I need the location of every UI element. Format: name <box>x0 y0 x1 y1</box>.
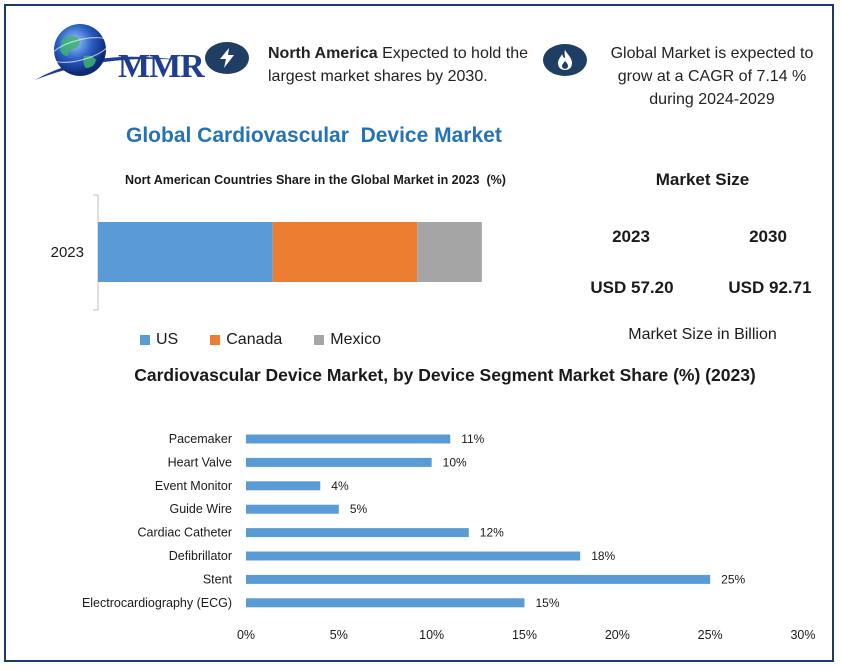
segment-bar-chart: Pacemaker 11% Heart Valve 10% Event Monitor 4… <box>82 432 816 642</box>
segment-bar <box>246 574 711 584</box>
segment-tick-label: 10% <box>419 628 444 642</box>
segment-tick-label: 5% <box>330 628 348 642</box>
highlight-text: Expected to hold the largest market shar… <box>268 45 528 85</box>
highlight-north-america: North America Expected to hold the large… <box>268 42 538 88</box>
highlight-cagr: Global Market is expected to grow at a C… <box>610 45 814 108</box>
stacked-category-label: 2023 <box>51 244 84 261</box>
stacked-bar-mexico <box>417 222 482 282</box>
market-size-unit: Market Size in Billion <box>628 326 777 343</box>
segment-bar <box>246 598 525 608</box>
segment-bar <box>246 504 339 514</box>
highlight-lightning-badge <box>205 42 249 74</box>
stacked-chart-legend: US Canada Mexico <box>140 331 381 349</box>
segment-data-label: 10% <box>443 455 467 469</box>
segment-tick-label: 0% <box>237 628 255 642</box>
segment-data-label: 5% <box>350 502 368 516</box>
segment-category-label: Defibrillator <box>169 549 232 563</box>
stacked-bar-us <box>98 222 273 282</box>
segment-bar <box>246 481 321 491</box>
segment-data-label: 25% <box>721 572 745 586</box>
segment-tick-label: 25% <box>698 628 723 642</box>
mmr-logo: MMR <box>30 18 205 90</box>
segment-category-label: Cardiac Catheter <box>138 526 233 540</box>
segment-category-label: Pacemaker <box>169 432 232 446</box>
legend-label-mexico: Mexico <box>330 331 381 348</box>
segment-data-label: 4% <box>331 479 349 493</box>
stacked-bar-chart: 2023 <box>51 194 482 311</box>
market-size-year-2030: 2030 <box>749 227 787 246</box>
segment-data-label: 15% <box>536 596 560 610</box>
lightning-icon <box>220 48 234 68</box>
highlight-bold: North America <box>268 45 378 62</box>
legend-label-canada: Canada <box>226 331 283 348</box>
segment-chart-title: Cardiovascular Device Market, by Device … <box>134 365 756 385</box>
main-title: Global Cardiovascular Device Market <box>126 124 502 147</box>
segment-category-label: Guide Wire <box>169 502 232 516</box>
flame-icon <box>558 50 572 70</box>
segment-category-label: Heart Valve <box>168 455 232 469</box>
segment-bar <box>246 457 432 467</box>
legend-label-us: US <box>156 331 179 348</box>
segment-category-label: Event Monitor <box>155 479 232 493</box>
stacked-bar-canada <box>272 222 418 282</box>
highlight-flame-badge <box>543 44 587 76</box>
segment-bar <box>246 551 581 561</box>
legend-swatch-canada <box>210 335 221 345</box>
segment-data-label: 12% <box>480 526 504 540</box>
legend-item-mexico: Mexico <box>314 331 381 349</box>
segment-bar <box>246 434 451 444</box>
globe-icon <box>35 24 180 80</box>
market-size-value-2023: USD 57.20 <box>590 278 674 297</box>
segment-bar <box>246 528 469 538</box>
market-size-year-2023: 2023 <box>612 227 650 246</box>
segment-tick-label: 20% <box>605 628 630 642</box>
legend-item-canada: Canada <box>210 331 282 349</box>
stacked-chart-title: Nort American Countries Share in the Glo… <box>125 173 506 187</box>
legend-item-us: US <box>140 331 178 349</box>
market-size-title: Market Size <box>655 170 750 189</box>
segment-category-label: Electrocardiography (ECG) <box>82 596 232 610</box>
market-size-value-2030: USD 92.71 <box>728 278 812 297</box>
legend-swatch-mexico <box>314 335 325 345</box>
segment-data-label: 11% <box>461 432 484 446</box>
chart-frame <box>4 4 834 662</box>
segment-category-label: Stent <box>203 572 233 586</box>
legend-swatch-us <box>140 335 150 345</box>
segment-data-label: 18% <box>591 549 615 563</box>
segment-tick-label: 30% <box>790 628 815 642</box>
segment-tick-label: 15% <box>512 628 537 642</box>
logo-text: MMR <box>118 48 205 85</box>
